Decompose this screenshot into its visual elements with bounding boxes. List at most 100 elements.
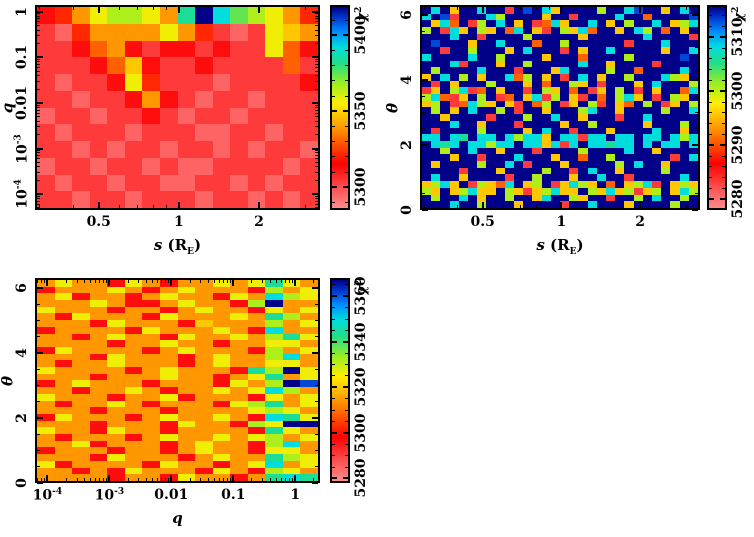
- heatmap-cell: [550, 114, 560, 121]
- heatmap-cell: [195, 360, 213, 368]
- heatmap-cell: [605, 114, 616, 121]
- heatmap-cell: [661, 67, 671, 74]
- heatmap-cell: [605, 40, 616, 48]
- tick-mark: [291, 280, 293, 283]
- heatmap-cell: [605, 181, 616, 188]
- heatmap-cell: [159, 300, 178, 307]
- heatmap-cell: [559, 181, 570, 188]
- heatmap-cell: [72, 454, 90, 461]
- tick-mark: [106, 280, 107, 283]
- heatmap-cell: [89, 400, 108, 408]
- heatmap-cell: [513, 120, 524, 128]
- heatmap-cell: [195, 7, 213, 24]
- heatmap-cell: [89, 467, 108, 475]
- tick-mark: [315, 120, 318, 122]
- plot-area-chi2-map-theta-vs-s: [420, 5, 700, 210]
- tick-mark: [157, 478, 159, 481]
- tick-mark: [137, 7, 139, 10]
- heatmap-cell: [37, 74, 55, 91]
- heatmap-cell: [440, 174, 450, 182]
- heatmap-cell: [142, 353, 160, 361]
- heatmap-cell: [651, 114, 662, 121]
- heatmap-cell: [159, 286, 178, 294]
- heatmap-cell: [596, 127, 606, 135]
- heatmap-cell: [107, 460, 125, 468]
- heatmap-cell: [124, 157, 143, 175]
- heatmap-cell: [230, 467, 248, 475]
- y-tick-label: 0: [399, 205, 415, 215]
- heatmap-cell: [265, 23, 283, 41]
- heatmap-cell: [550, 60, 560, 68]
- heatmap-cell: [596, 27, 606, 34]
- heatmap-cell: [300, 467, 318, 475]
- tick-mark: [315, 109, 318, 111]
- heatmap-cell: [633, 67, 643, 74]
- heatmap-cell: [142, 174, 160, 192]
- heatmap-cell: [513, 127, 524, 135]
- tick-mark: [722, 69, 725, 71]
- heatmap-cell: [670, 7, 680, 14]
- heatmap-cell: [282, 467, 301, 475]
- heatmap-cell: [230, 434, 248, 441]
- heatmap-cell: [605, 127, 616, 135]
- tick-mark: [315, 80, 318, 82]
- heatmap-cell: [247, 367, 266, 374]
- heatmap-cell: [550, 87, 560, 95]
- tick-mark: [332, 431, 337, 434]
- heatmap-cell: [605, 7, 616, 14]
- tick-mark: [97, 202, 100, 208]
- heatmap-cell: [124, 460, 143, 468]
- tick-mark: [214, 478, 216, 481]
- tick-mark: [343, 295, 348, 298]
- heatmap-cell: [440, 154, 450, 162]
- heatmap-cell: [467, 120, 478, 128]
- tick-mark: [312, 482, 318, 484]
- heatmap-cell: [569, 87, 579, 95]
- heatmap-cell: [265, 360, 283, 368]
- heatmap-cell: [633, 187, 643, 195]
- heatmap-cell: [633, 87, 643, 95]
- heatmap-cell: [679, 140, 689, 148]
- heatmap-cell: [422, 187, 432, 195]
- heatmap-cell: [541, 53, 551, 61]
- heatmap-cell: [247, 40, 266, 58]
- heatmap-cell: [142, 346, 160, 354]
- tick-mark: [709, 80, 712, 81]
- heatmap-cell: [541, 33, 551, 41]
- heatmap-cell: [300, 340, 318, 347]
- heatmap-cell: [633, 161, 643, 168]
- heatmap-cell: [651, 100, 662, 108]
- tick-mark: [332, 65, 335, 67]
- heatmap-cell: [642, 20, 652, 28]
- heatmap-cell: [247, 427, 266, 435]
- heatmap-cell: [72, 191, 90, 208]
- heatmap-cell: [265, 387, 283, 394]
- heatmap-cell: [559, 53, 570, 61]
- heatmap-cell: [532, 73, 542, 81]
- heatmap-cell: [651, 73, 662, 81]
- x-axis-label: s (RE): [536, 236, 584, 257]
- heatmap-cell: [177, 306, 196, 314]
- heatmap-cell: [89, 74, 108, 91]
- heatmap-cell: [670, 167, 680, 175]
- heatmap-cell: [177, 90, 196, 108]
- tick-mark: [422, 128, 425, 130]
- heatmap-cell: [688, 174, 698, 182]
- heatmap-cell: [431, 161, 441, 168]
- heatmap-cell: [142, 280, 160, 287]
- heatmap-cell: [513, 187, 524, 195]
- heatmap-cell: [282, 320, 301, 327]
- tick-mark: [315, 401, 318, 403]
- heatmap-cell: [54, 474, 73, 481]
- tick-mark: [695, 46, 698, 48]
- heatmap-cell: [282, 413, 301, 421]
- heatmap-cell: [54, 393, 73, 401]
- heatmap-cell: [661, 100, 671, 108]
- heatmap-cell: [195, 380, 213, 388]
- heatmap-cell: [195, 467, 213, 475]
- heatmap-cell: [89, 474, 108, 481]
- heatmap-cell: [72, 373, 90, 381]
- heatmap-cell: [449, 201, 459, 208]
- heatmap-cell: [559, 40, 570, 48]
